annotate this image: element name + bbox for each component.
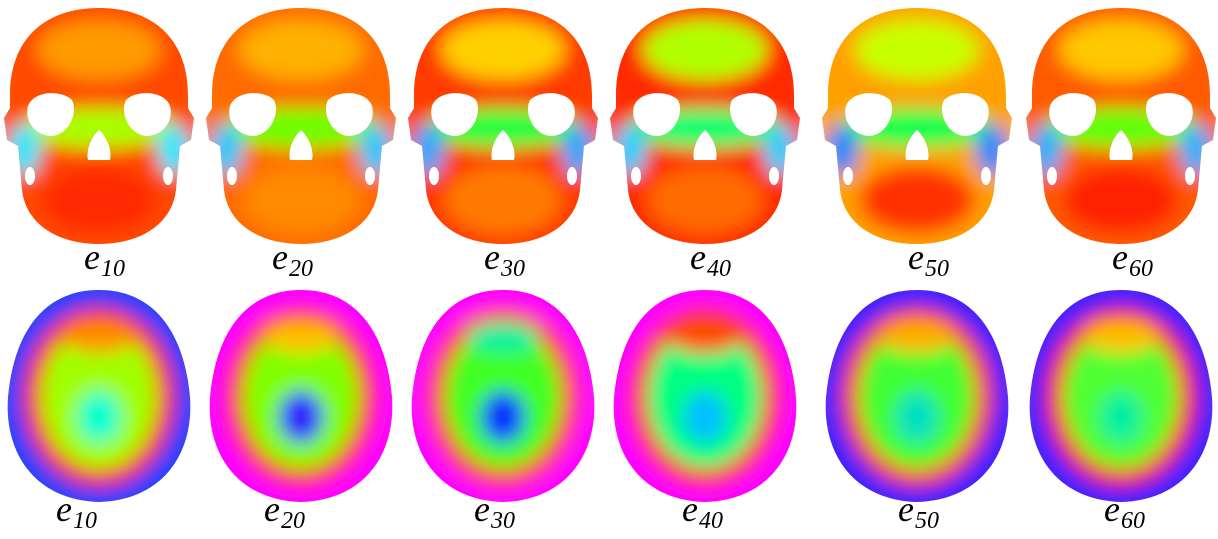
front-panel-e40: e40	[610, 0, 800, 282]
panel-label: e50	[898, 489, 939, 534]
front-panel-e20: e20	[206, 0, 396, 282]
eye-socket-left	[27, 93, 74, 136]
top-panel-e30: e30	[408, 282, 598, 539]
skull-top-render	[1029, 290, 1213, 502]
front-panel-e60: e60	[1026, 0, 1216, 282]
eye-socket-right	[528, 93, 575, 136]
panel-label: e30	[484, 237, 525, 282]
eye-socket-right	[326, 93, 373, 136]
skull-front-render	[408, 8, 598, 244]
eye-socket-left	[431, 93, 478, 136]
front-panel-e10: e10	[4, 0, 194, 282]
cheek-gap-left	[429, 167, 439, 185]
cheek-gap-left	[843, 167, 853, 185]
skull-front-render	[206, 8, 396, 244]
nasal-cavity	[1109, 130, 1133, 160]
skull-front-render	[4, 8, 194, 244]
skull-front-render	[1026, 8, 1216, 244]
eye-socket-left	[845, 93, 892, 136]
cheek-gap-left	[25, 167, 35, 185]
top-panel-e50: e50	[822, 282, 1012, 539]
cheek-gap-right	[567, 167, 577, 185]
nasal-cavity	[693, 130, 717, 160]
front-panel-e50: e50	[822, 0, 1012, 282]
eye-socket-right	[124, 93, 171, 136]
panel-label: e10	[84, 237, 125, 282]
skull-front-render	[610, 8, 800, 244]
top-panel-e60: e60	[1026, 282, 1216, 539]
panel-label: e50	[908, 237, 949, 282]
skull-top-render	[825, 290, 1009, 502]
panel-label: e40	[690, 237, 731, 282]
top-panel-e40: e40	[610, 282, 800, 539]
nasal-cavity	[905, 130, 929, 160]
eye-socket-left	[1049, 93, 1096, 136]
front-panel-e30: e30	[408, 0, 598, 282]
top-panel-e10: e10	[4, 282, 194, 539]
cheek-gap-right	[163, 167, 173, 185]
eye-socket-right	[730, 93, 777, 136]
nasal-cavity	[87, 130, 111, 160]
panel-label: e40	[682, 489, 723, 534]
eye-socket-right	[942, 93, 989, 136]
skull-top-render	[7, 290, 191, 502]
panel-label: e20	[264, 489, 305, 534]
nasal-cavity	[491, 130, 515, 160]
panel-label: e20	[272, 237, 313, 282]
skull-front-render	[822, 8, 1012, 244]
cheek-gap-right	[365, 167, 375, 185]
eye-socket-right	[1146, 93, 1193, 136]
top-panel-e20: e20	[206, 282, 396, 539]
nasal-cavity	[289, 130, 313, 160]
skull-top-render	[613, 290, 797, 502]
cheek-gap-right	[981, 167, 991, 185]
cheek-gap-right	[1185, 167, 1195, 185]
eye-socket-left	[633, 93, 680, 136]
panel-label: e60	[1104, 489, 1145, 534]
skull-top-render	[411, 290, 595, 502]
panel-label: e60	[1112, 237, 1153, 282]
cheek-gap-right	[769, 167, 779, 185]
skull-top-render	[209, 290, 393, 502]
panel-label: e10	[56, 489, 97, 534]
cheek-gap-left	[1047, 167, 1057, 185]
cheek-gap-left	[631, 167, 641, 185]
eye-socket-left	[229, 93, 276, 136]
panel-label: e30	[474, 489, 515, 534]
cheek-gap-left	[227, 167, 237, 185]
